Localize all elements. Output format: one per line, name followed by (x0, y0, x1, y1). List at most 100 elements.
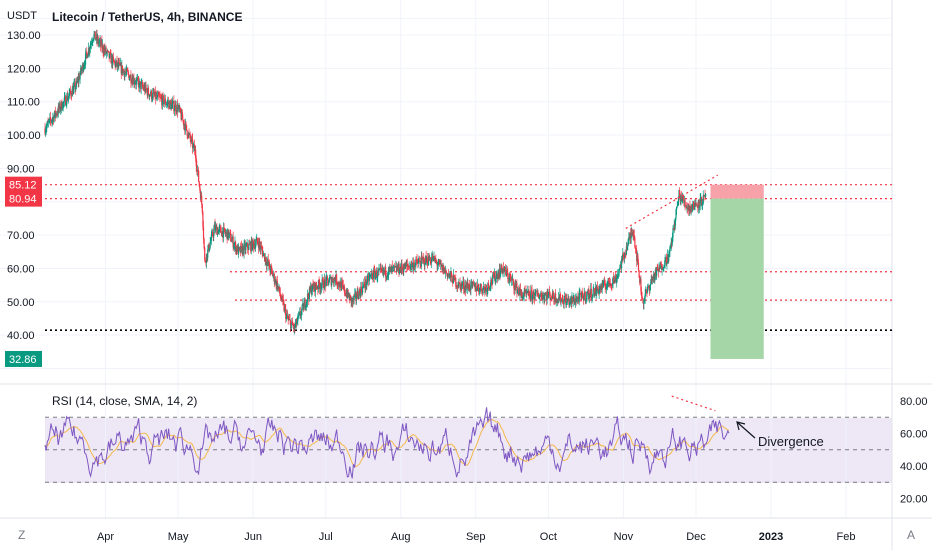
candle-body (620, 258, 623, 269)
candle-body (558, 297, 560, 301)
candle-body (397, 264, 399, 270)
candle-body (334, 279, 336, 283)
candle-body (368, 277, 370, 282)
candle-body (270, 266, 272, 269)
candle-body (112, 56, 114, 60)
candle-body (421, 256, 423, 259)
candle-body (176, 104, 179, 112)
candle-body (162, 96, 165, 105)
candle-body (391, 266, 393, 269)
candle-body (531, 290, 533, 300)
candle-body (610, 283, 612, 285)
candle-body (697, 199, 699, 208)
candle-body (270, 266, 272, 272)
rsi-title[interactable]: RSI (14, close, SMA, 14, 2) (52, 394, 197, 408)
candle-body (329, 277, 331, 279)
candle-body (170, 100, 172, 103)
candle-body (336, 283, 338, 285)
candle-body (174, 104, 176, 109)
candle-body (282, 299, 284, 303)
candle-body (686, 207, 689, 210)
candle-body (491, 282, 493, 284)
candle-body (107, 50, 110, 52)
candle-body (223, 227, 225, 229)
candle-body (73, 84, 75, 88)
reward-zone (710, 198, 764, 359)
candle-body (167, 101, 169, 103)
candle-body (430, 262, 432, 264)
candle-body (490, 279, 493, 283)
rsi-series[interactable] (44, 407, 730, 479)
candle-body (348, 295, 350, 297)
candle-body (236, 247, 238, 252)
time-axis[interactable]: Apr May Jun Jul Aug Sep Oct Nov Dec 2023 Feb (97, 531, 856, 543)
candle-body (287, 318, 289, 320)
candle-body (81, 64, 84, 69)
candle-body (437, 265, 439, 267)
candle-body (153, 94, 156, 96)
short-position-tool[interactable] (710, 184, 764, 359)
candle-body (45, 130, 47, 134)
candle-body (159, 96, 161, 98)
candle-body (184, 124, 186, 131)
candle-body (231, 239, 233, 242)
candle-body (606, 284, 608, 287)
candle-body (265, 257, 267, 263)
candle-body (116, 60, 118, 67)
candle-body (139, 81, 141, 83)
candle-body (291, 321, 294, 325)
candle-body (198, 181, 200, 186)
candle-body (468, 284, 470, 291)
candle-body (637, 255, 639, 263)
candle-body (280, 298, 283, 301)
candle-body (559, 294, 562, 303)
candle-body (197, 170, 199, 171)
candle-body (677, 205, 679, 207)
candle-body (149, 94, 151, 96)
candle-body (192, 138, 194, 149)
candle-body (392, 266, 395, 268)
candle-body (225, 232, 227, 234)
candle-body (147, 87, 150, 95)
candle-body (396, 267, 398, 272)
chart-title[interactable]: Litecoin / TetherUS, 4h, BINANCE (52, 10, 242, 24)
candle-body (124, 72, 127, 74)
candle-body (443, 265, 445, 274)
divergence-annotation[interactable]: Divergence (736, 421, 824, 449)
candle-body (561, 298, 563, 301)
candle-body (123, 69, 125, 72)
candle-body (412, 262, 415, 270)
candle-body (130, 82, 133, 84)
candle-body (226, 231, 228, 240)
candle-body (132, 79, 134, 85)
candle-body (665, 257, 667, 265)
candle-body (54, 110, 56, 116)
candle-body (282, 296, 284, 300)
candle-body (313, 285, 315, 290)
rsi-axis[interactable]: 80.00 60.00 40.00 20.00 (900, 396, 928, 506)
candle-body (295, 319, 297, 325)
candle-body (154, 91, 156, 96)
candle-body (100, 40, 102, 46)
auto-scale-icon[interactable]: A (907, 528, 915, 542)
candle-body (607, 278, 609, 282)
candle-body (245, 245, 247, 251)
candle-body (96, 34, 98, 41)
candle-body (645, 290, 647, 292)
candle-body (227, 229, 229, 238)
price-axis[interactable]: 130.00 120.00 110.00 100.00 90.00 70.00 60.00 5… (7, 30, 41, 342)
candle-series[interactable] (44, 29, 707, 335)
candle-body (689, 210, 692, 212)
candle-body (240, 245, 242, 253)
candle-body (216, 229, 219, 235)
candle-body (588, 290, 590, 299)
candle-body (213, 224, 215, 229)
candle-body (628, 236, 630, 240)
candle-body (623, 253, 625, 258)
timezone-icon[interactable]: Z (18, 528, 25, 542)
candle-body (389, 268, 391, 270)
candle-body (111, 56, 113, 65)
candle-body (89, 48, 91, 52)
price-badge (5, 176, 42, 193)
